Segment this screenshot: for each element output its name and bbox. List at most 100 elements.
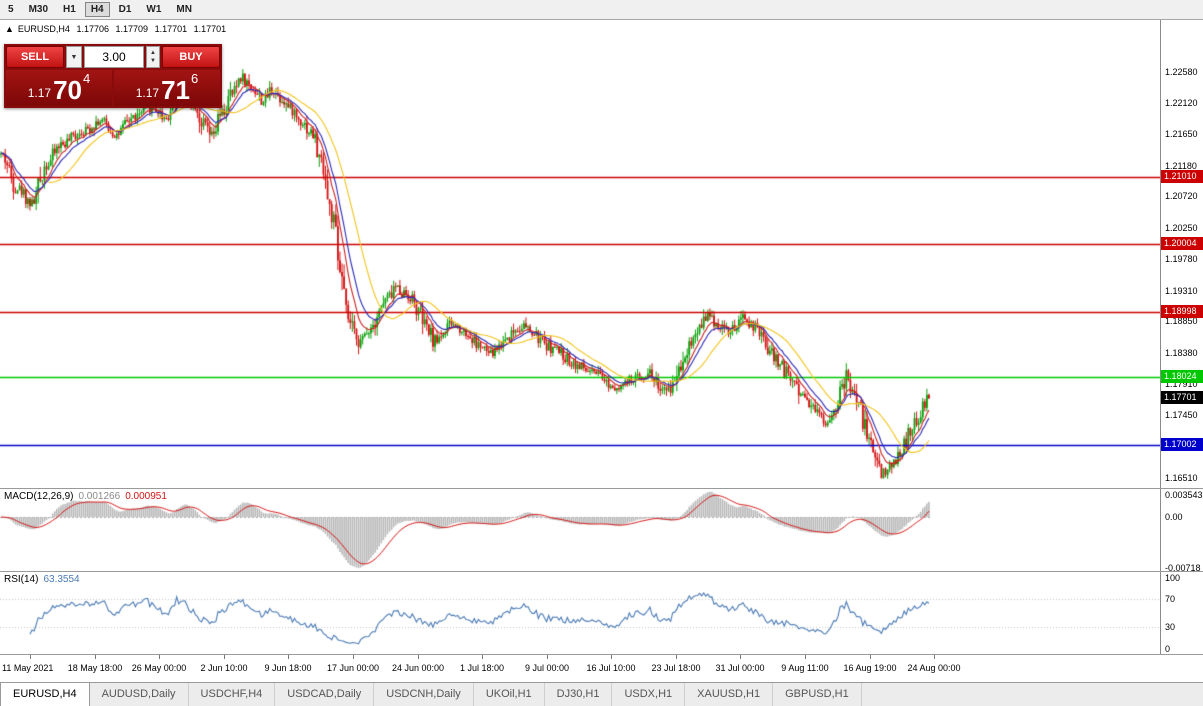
axis-scale-label: 1.18380 (1165, 347, 1198, 358)
time-axis-tick (870, 655, 871, 659)
chevron-down-icon: ▼ (70, 53, 78, 61)
timeframe-button-w1[interactable]: W1 (146, 4, 162, 15)
time-axis-label: 16 Aug 19:00 (843, 663, 897, 673)
one-click-trading-panel: SELL ▼ 3.00 ▲ ▼ BUY 1.17 70 4 1.17 71 6 (4, 44, 222, 108)
bid-quote[interactable]: 1.17 70 4 (6, 70, 112, 106)
time-axis-label: 11 May 2021 (2, 663, 54, 673)
chart-tab-usdx[interactable]: USDX,H1 (612, 683, 686, 706)
chart-ohlc-header: ▲ EURUSD,H4 1.17706 1.17709 1.17701 1.177… (5, 24, 230, 34)
time-axis-label: 17 Jun 00:00 (326, 663, 380, 673)
axis-scale-label: 0.00 (1165, 512, 1183, 523)
chart-tab-audusd[interactable]: AUDUSD,Daily (90, 683, 189, 706)
time-axis-tick (805, 655, 806, 659)
panel-separator (0, 654, 1203, 655)
axis-scale-label: 70 (1165, 593, 1176, 604)
ohlc-open: 1.17706 (76, 24, 109, 34)
time-axis-label: 18 May 18:00 (67, 663, 123, 673)
timeframe-toolbar: 5 M30 H1 H4 D1 W1 MN (0, 0, 1203, 20)
axis-scale-label: 1.17450 (1165, 410, 1198, 421)
axis-scale-label: 1.19310 (1165, 285, 1198, 296)
rsi-indicator-label: RSI(14) 63.3554 (4, 574, 85, 585)
axis-scale-label: 1.22580 (1165, 66, 1198, 77)
chart-tab-usdchf[interactable]: USDCHF,H4 (189, 683, 276, 706)
time-axis-label: 31 Jul 00:00 (715, 663, 765, 673)
chart-tab-eurusd[interactable]: EURUSD,H4 (0, 683, 90, 706)
time-axis-label: 24 Aug 00:00 (907, 663, 961, 673)
axis-scale-label: 30 (1165, 622, 1176, 633)
chart-tab-usdcnh[interactable]: USDCNH,Daily (374, 683, 474, 706)
trade-controls-row: SELL ▼ 3.00 ▲ ▼ BUY (6, 46, 220, 68)
time-axis[interactable]: 11 May 2021 18 May 18:00 26 May 00:00 2 Jun… (0, 655, 1160, 682)
axis-scale-label: 1.21650 (1165, 129, 1198, 140)
chart-tab-gbpusd[interactable]: GBPUSD,H1 (773, 683, 862, 706)
price-level-tag: 1.18998 (1161, 304, 1203, 318)
ohlc-high: 1.17709 (115, 24, 149, 34)
macd-panel-canvas[interactable] (0, 489, 1160, 571)
time-axis-tick (547, 655, 548, 659)
bid-pip-digit: 4 (83, 71, 91, 86)
axis-scale-label: 1.18850 (1165, 316, 1198, 327)
time-axis-label: 24 Jun 00:00 (391, 663, 445, 673)
time-axis-tick (676, 655, 677, 659)
spin-up-icon[interactable]: ▲ (150, 50, 156, 56)
spin-down-icon[interactable]: ▼ (150, 58, 156, 64)
chart-tabs-bar: EURUSD,H4 AUDUSD,Daily USDCHF,H4 USDCAD,Dai… (0, 682, 1203, 706)
price-axis: 1.22580 1.22120 1.21650 1.21180 1.20720 1.202… (1161, 20, 1203, 655)
chart-tab-ukoil[interactable]: UKOil,H1 (474, 683, 545, 706)
timeframe-button-5[interactable]: 5 (8, 4, 14, 15)
panel-separator (0, 571, 1203, 572)
timeframe-button-mn[interactable]: MN (176, 4, 192, 15)
time-axis-tick (934, 655, 935, 659)
axis-scale-label: 1.20720 (1165, 191, 1198, 202)
price-level-tag: 1.17701 (1161, 391, 1203, 405)
bar-marker-icon: ▲ (5, 24, 14, 34)
time-axis-label: 9 Jul 00:00 (524, 663, 570, 673)
axis-scale-label: 1.17910 (1165, 379, 1198, 390)
ask-pip-digit: 6 (191, 71, 199, 86)
chart-tab-xauusd[interactable]: XAUUSD,H1 (685, 683, 774, 706)
price-level-tag: 1.17002 (1161, 438, 1203, 452)
chart-symbol-timeframe: EURUSD,H4 (17, 24, 70, 34)
bid-prefix: 1.17 (27, 86, 52, 100)
rsi-value: 63.3554 (43, 574, 80, 585)
time-axis-label: 26 May 00:00 (131, 663, 187, 673)
macd-signal-value: 0.000951 (125, 491, 167, 502)
time-axis-tick (95, 655, 96, 659)
sell-button[interactable]: SELL (6, 46, 64, 68)
macd-main-value: 0.001266 (78, 491, 121, 502)
macd-indicator-label: MACD(12,26,9) 0.001266 0.000951 (4, 491, 172, 502)
ohlc-close: 1.17701 (193, 24, 227, 34)
time-axis-tick (611, 655, 612, 659)
ask-quote[interactable]: 1.17 71 6 (114, 70, 220, 106)
axis-scale-label: 1.21180 (1165, 160, 1197, 171)
rsi-name: RSI(14) (4, 574, 39, 585)
volume-dropdown[interactable]: ▼ (66, 46, 82, 68)
ohlc-low: 1.17701 (154, 24, 188, 34)
timeframe-button-m30[interactable]: M30 (28, 4, 49, 15)
timeframe-button-d1[interactable]: D1 (118, 4, 132, 15)
axis-scale-label: 1.19780 (1165, 254, 1198, 265)
time-axis-label: 9 Aug 11:00 (781, 663, 829, 673)
rsi-panel-canvas[interactable] (0, 572, 1160, 654)
timeframe-button-h1[interactable]: H1 (63, 4, 76, 15)
volume-input[interactable]: 3.00 (84, 46, 144, 68)
chart-tab-dj30[interactable]: DJ30,H1 (545, 683, 613, 706)
axis-scale-label: 1.22120 (1165, 97, 1198, 108)
time-axis-tick (159, 655, 160, 659)
timeframe-button-h4[interactable]: H4 (84, 2, 110, 17)
macd-name: MACD(12,26,9) (4, 491, 74, 502)
volume-stepper[interactable]: ▲ ▼ (146, 46, 160, 68)
time-axis-label: 23 Jul 18:00 (651, 663, 701, 673)
axis-scale-label: -0.00718 (1165, 563, 1201, 574)
time-axis-tick (224, 655, 225, 659)
ask-prefix: 1.17 (135, 86, 160, 100)
chart-tab-usdcad[interactable]: USDCAD,Daily (275, 683, 375, 706)
buy-button[interactable]: BUY (162, 46, 220, 68)
time-axis-tick (353, 655, 354, 659)
time-axis-label: 9 Jun 18:00 (264, 663, 312, 673)
price-level-tag: 1.20004 (1161, 237, 1203, 251)
axis-separator (1160, 20, 1161, 655)
time-axis-tick (30, 655, 31, 659)
time-axis-label: 1 Jul 18:00 (459, 663, 505, 673)
